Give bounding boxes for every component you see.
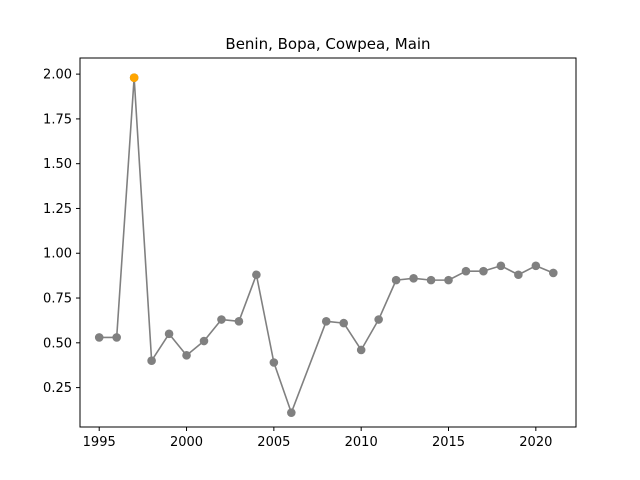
data-point (287, 408, 296, 417)
x-tick-label: 1995 (83, 435, 116, 450)
data-point (514, 270, 523, 280)
data-point (409, 274, 418, 283)
data-point (112, 333, 121, 342)
data-point (426, 275, 436, 285)
data-point (531, 261, 541, 271)
x-tick-label: 2015 (432, 435, 465, 450)
data-point (391, 275, 401, 285)
plot-area (94, 73, 558, 417)
data-point (147, 356, 156, 366)
y-tick-label: 1.50 (43, 157, 72, 172)
data-point (339, 318, 349, 328)
data-point (252, 270, 261, 280)
data-point (234, 317, 244, 326)
x-tick-label: 2020 (519, 435, 552, 450)
data-point (269, 358, 279, 367)
y-tick-label: 1.00 (43, 247, 72, 262)
y-axis: 0.25 0.50 0.75 1.00 1.25 1.50 1.75 2.00 (43, 68, 80, 396)
highlight-point (129, 73, 139, 82)
data-point (356, 345, 366, 355)
x-tick-label: 2005 (257, 435, 290, 450)
y-tick-label: 0.50 (43, 336, 72, 351)
data-point (374, 315, 383, 324)
y-tick-label: 0.75 (43, 292, 72, 307)
y-tick-label: 1.75 (43, 112, 72, 127)
data-point (199, 336, 209, 346)
y-tick-label: 0.25 (43, 381, 72, 396)
y-tick-label: 2.00 (43, 68, 72, 83)
data-point (461, 266, 471, 276)
data-point (182, 351, 191, 360)
data-point (164, 329, 174, 339)
x-axis: 1995 2000 2005 2010 2015 2020 (83, 427, 552, 450)
axes-frame (79, 57, 577, 428)
data-point (444, 275, 453, 285)
data-point (496, 261, 506, 271)
chart-title: Benin, Bopa, Cowpea, Main (225, 35, 430, 53)
x-tick-label: 2000 (170, 435, 203, 450)
y-tick-label: 1.25 (43, 202, 72, 217)
data-point (94, 333, 104, 342)
data-point (217, 315, 226, 324)
data-point (321, 317, 331, 326)
x-tick-label: 2010 (345, 435, 378, 450)
data-point (479, 266, 488, 276)
data-point (549, 268, 558, 278)
